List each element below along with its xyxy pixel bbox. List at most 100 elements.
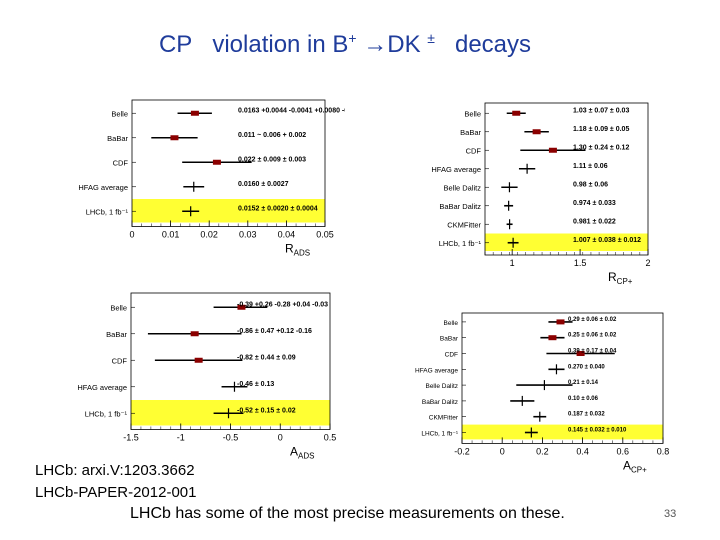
measurement-name: LHCb, 1 fb⁻¹ [85,409,128,418]
x-axis-label: RADS [285,242,310,258]
measurement-value-label: 0.270 ± 0.040 [568,364,605,370]
measurement-name: HFAG average [415,367,458,374]
measurement-value-label: 0.0163 +0.0044 -0.0041 +0.0080 -0.0013 [238,107,345,114]
x-axis-subscript: ADS [294,249,310,258]
x-axis-label: ACP+ [623,458,647,474]
x-tick-label: 1.5 [574,258,587,268]
lhcb-highlight-band [485,233,648,251]
chart-aads-svg: -1.5 -1 -0.5 0 0.5 AADS Belle -0.39 +0.26 -0.28… [77,292,337,461]
central-value-marker [548,147,557,153]
chart-rcp-svg: 1 1.5 2 RCP+ Belle 1.03 ± 0.07 ± 0.03 BaBar 1.1… [431,102,651,286]
x-tick-label: 0.2 [536,446,549,456]
measurement-name: BaBar [107,134,128,143]
measurement-name: LHCb, 1 fb⁻¹ [421,431,459,438]
x-tick-label: 0.02 [200,230,218,240]
measurement-name: CDF [445,352,458,359]
x-axis-label: RCP+ [608,270,633,286]
central-value-marker [194,357,203,363]
measurement-value-label: 0.974 ± 0.033 [573,200,616,207]
central-value-marker [532,129,541,135]
x-tick-label: 0.8 [657,446,670,456]
measurement-value-label: 0.10 ± 0.06 [568,396,599,402]
x-tick-label: 2 [645,258,650,268]
central-value-marker [170,135,179,141]
measurement-name: HFAG average [431,165,481,174]
measurement-name: LHCb, 1 fb⁻¹ [439,239,482,248]
slide-title: CP violation in B+ →DK ± decays [0,30,690,59]
chart-rcp: 1 1.5 2 RCP+ Belle 1.03 ± 0.07 ± 0.03 BaBar 1.1… [380,95,665,300]
measurement-name: HFAG average [78,183,128,192]
measurement-value-label: -0.46 ± 0.13 [237,381,274,388]
chart-aads: -1.5 -1 -0.5 0 0.5 AADS Belle -0.39 +0.26 -0.28… [65,285,350,470]
measurement-value-label: 1.007 ± 0.038 ± 0.012 [573,237,641,244]
central-value-marker [190,331,199,337]
measurement-name: CDF [466,146,482,155]
title-plus-sup: + [348,30,357,46]
measurement-value-label: 0.25 ± 0.06 ± 0.02 [568,333,617,339]
title-pm-sup: ± [427,30,435,46]
chart-acp-svg: -0.2 0 0.2 0.4 0.6 0.8 ACP+ Belle 0.29 ± 0.06 ± … [415,312,670,474]
measurement-name: CKMFitter [447,220,481,229]
measurement-name: Belle [111,109,128,118]
x-tick-label: 1 [510,258,515,268]
measurement-value-label: 0.29 ± 0.06 ± 0.02 [568,317,617,323]
lhcb-highlight-band [462,424,663,440]
measurement-value-label: 0.21 ± 0.14 [568,380,599,386]
chart-acp: -0.2 0 0.2 0.4 0.6 0.8 ACP+ Belle 0.29 ± 0.06 ± … [380,305,680,480]
measurement-value-label: -0.82 ± 0.44 ± 0.09 [237,354,296,361]
measurement-name: HFAG average [77,383,127,392]
measurement-name: Belle [464,109,481,118]
measurement-name: BaBar [440,336,459,343]
x-tick-label: 0 [129,230,134,240]
chart-rads-svg: 0 0.01 0.02 0.03 0.04 0.05 RADS Belle 0.0163 +0.… [78,99,366,258]
measurement-name: Belle [444,320,459,327]
title-decays: decays [454,31,532,58]
plot-frame [461,312,664,444]
measurement-name: LHCb, 1 fb⁻¹ [86,207,129,216]
x-tick-label: 0.6 [617,446,630,456]
page-number: 33 [664,508,677,520]
title-cp: CP [158,31,193,58]
measurement-value-label: 1.30 ± 0.24 ± 0.12 [573,144,629,151]
measurement-value-label: 0.98 ± 0.06 [573,181,608,188]
x-tick-label: 0.5 [324,433,337,443]
x-axis-subscript: ADS [298,452,314,461]
measurement-value-label: 0.0160 ± 0.0027 [238,181,289,188]
reference-line: LHCb: arxi.V:1203.3662 [35,462,195,479]
x-axis-label: AADS [290,445,314,461]
x-axis-subscript: CP+ [631,465,647,474]
measurement-name: BaBar [460,128,481,137]
measurement-value-label: 0.011 ~ 0.006 + 0.002 [238,132,306,139]
measurement-name: CDF [112,356,128,365]
footer-caption: LHCb has some of the most precise measur… [130,505,565,522]
measurement-value-label: -0.86 ± 0.47 +0.12 -0.16 [237,328,312,335]
arrow-icon: → [363,31,388,58]
measurement-name: Belle [110,303,127,312]
central-value-marker [212,159,221,165]
measurement-value-label: 1.18 ± 0.09 ± 0.05 [573,126,629,133]
central-value-marker [237,304,246,310]
chart-rads: 0 0.01 0.02 0.03 0.04 0.05 RADS Belle 0.0163 +0.… [70,95,366,285]
title-dk: DK [387,31,421,58]
measurement-value-label: 1.11 ± 0.06 [573,163,608,170]
x-tick-label: 0.03 [239,230,257,240]
measurement-name: BaBar [106,330,127,339]
central-value-marker [556,319,565,325]
x-tick-label: 0.01 [162,230,180,240]
x-tick-label: 0.4 [576,446,589,456]
x-tick-label: -1.5 [123,433,139,443]
central-value-marker [576,351,585,356]
measurement-value-label: 0.981 ± 0.022 [573,218,616,225]
measurement-name: Belle Dalitz [425,383,458,390]
measurement-name: CDF [113,158,129,167]
central-value-marker [548,335,557,341]
x-tick-label: 0 [278,433,283,443]
measurement-value-label: -0.39 +0.26 -0.28 +0.04 -0.03 [237,301,328,308]
measurement-value-label: 0.39 ± 0.17 ± 0.04 [568,349,617,355]
x-tick-label: -0.5 [223,433,239,443]
measurement-name: CKMFitter [429,415,459,422]
measurement-value-label: 0.145 ± 0.032 ± 0.010 [568,428,627,434]
x-tick-label: 0.05 [316,230,334,240]
measurement-value-label: 0.0152 ± 0.0020 ± 0.0004 [238,205,318,212]
reference-line: LHCb-PAPER-2012-001 [35,484,197,501]
